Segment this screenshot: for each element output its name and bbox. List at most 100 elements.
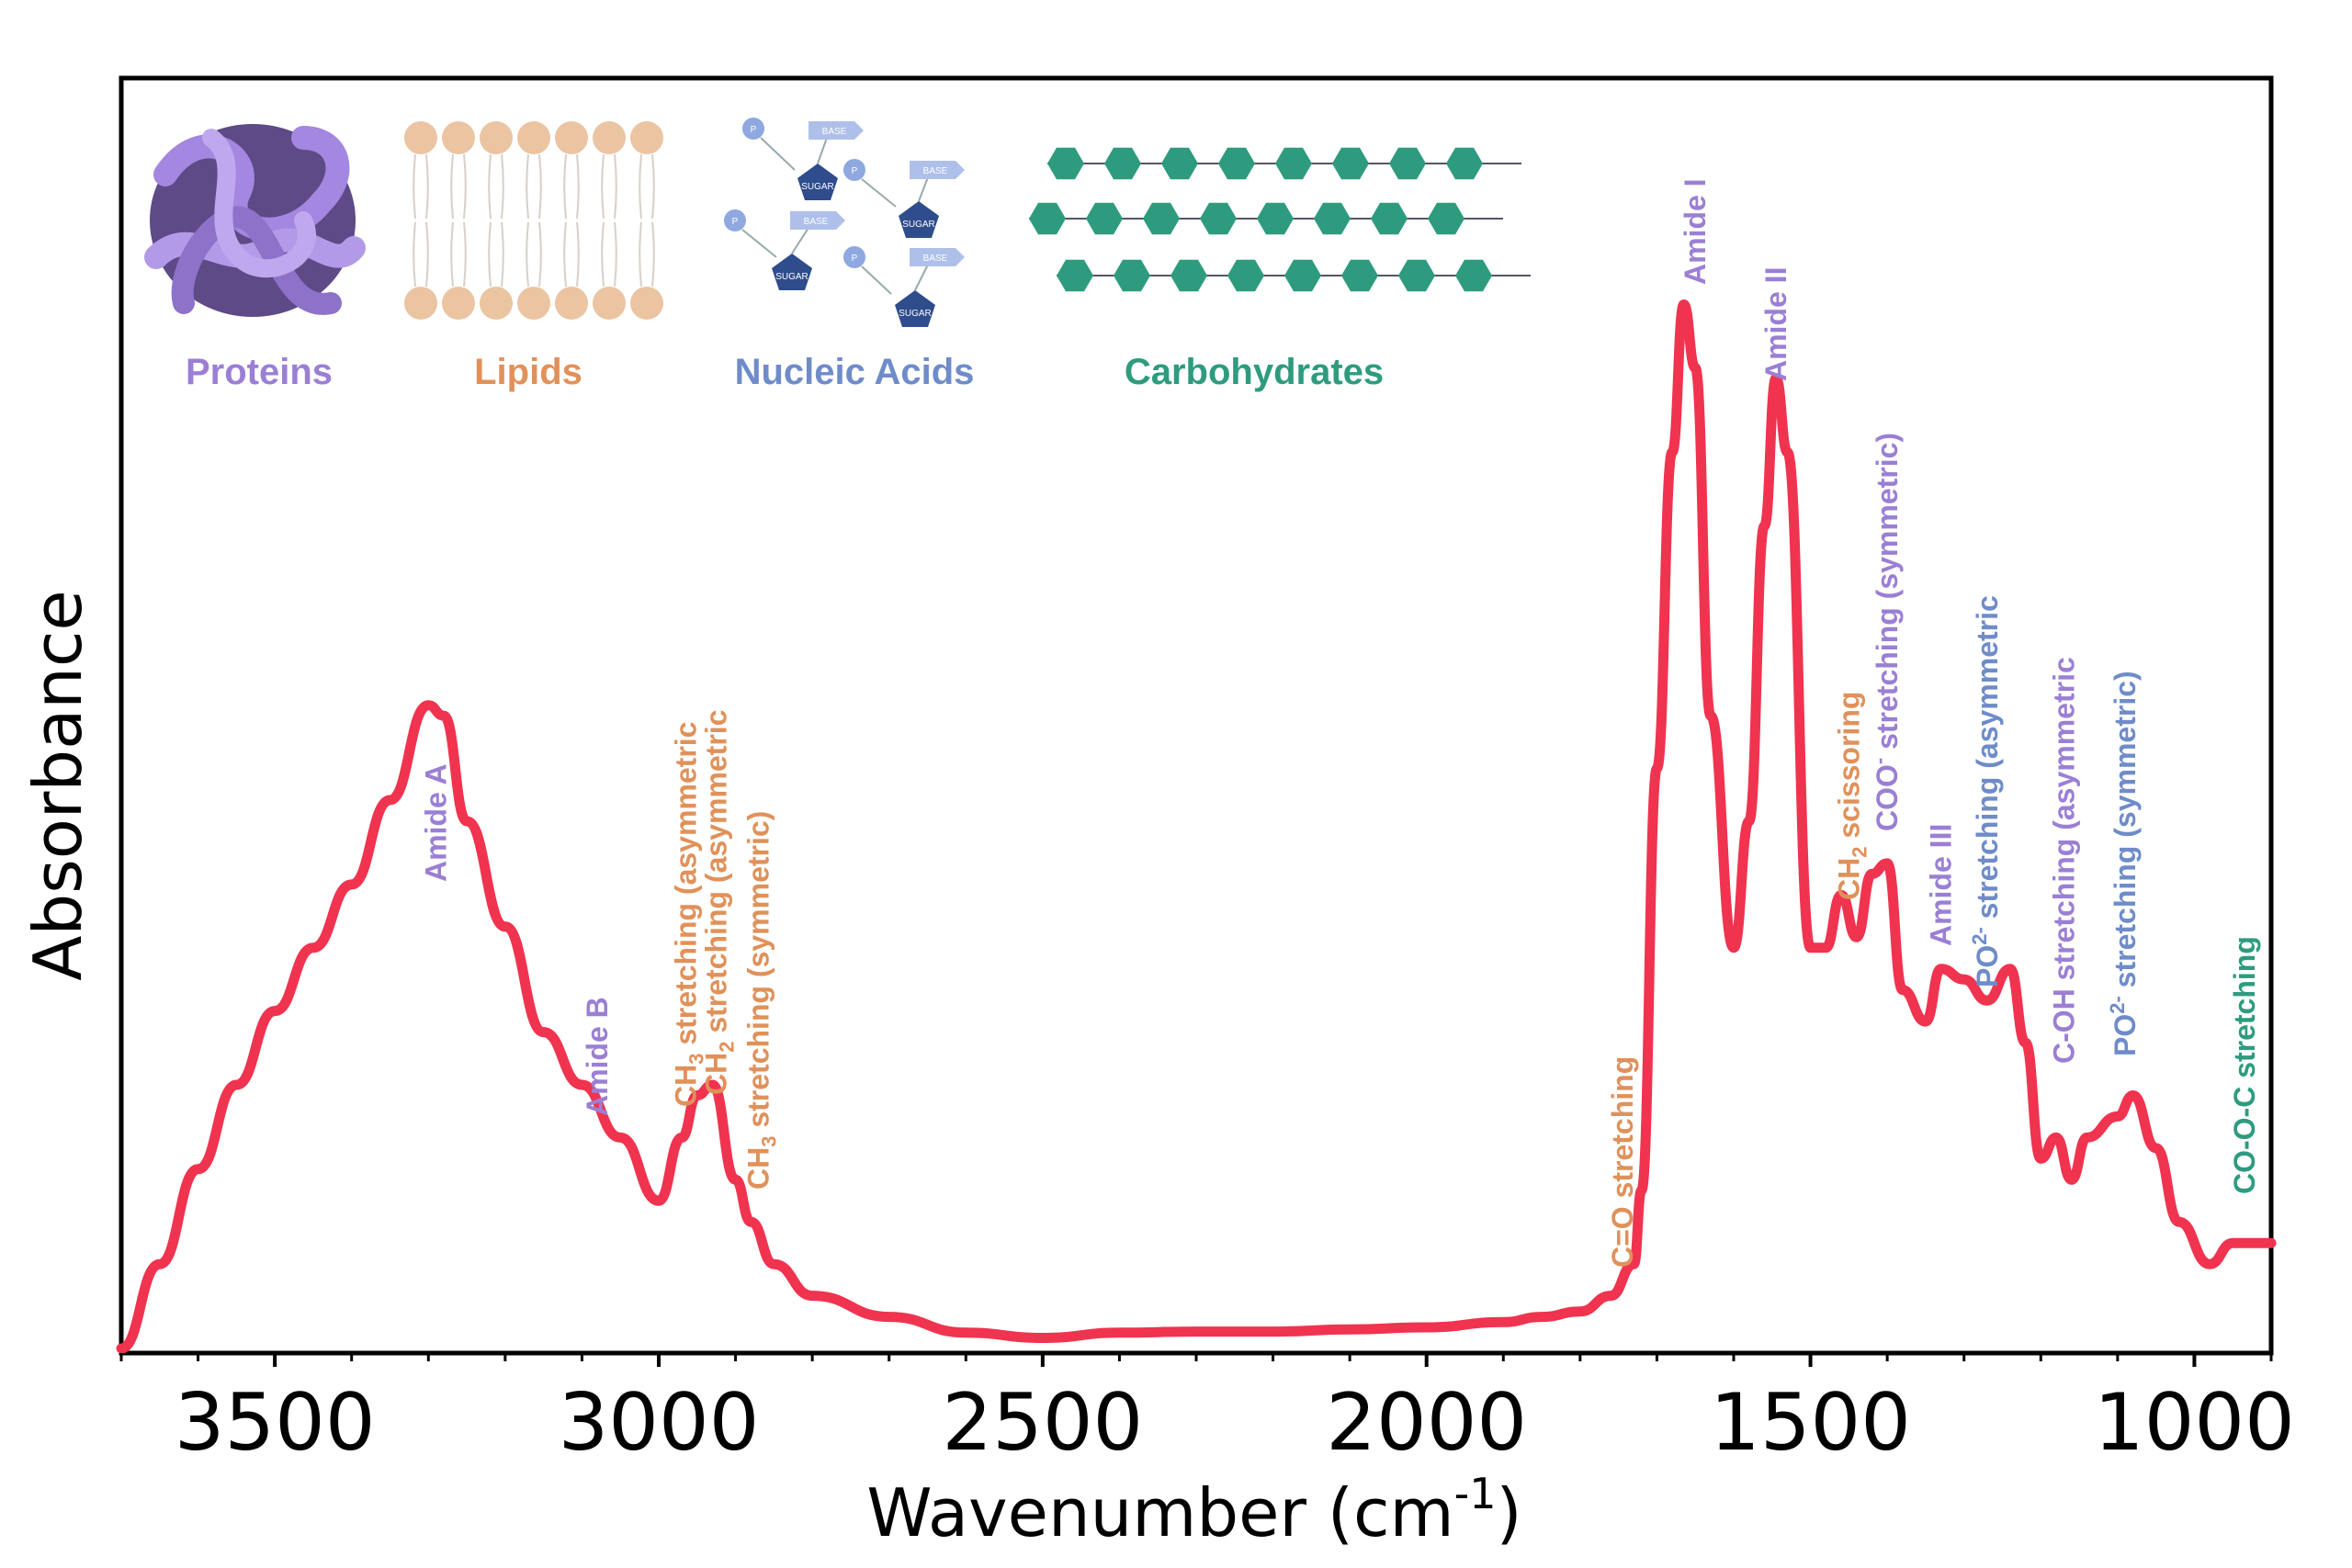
lipid-bilayer-icon — [404, 121, 663, 320]
peak-annotation-label: Amide I — [1679, 178, 1712, 285]
sugar-ring — [1314, 202, 1351, 235]
carbohydrate-chain-icon — [1029, 147, 1531, 292]
x-tick-label: 1000 — [2094, 1377, 2295, 1469]
peak-annotation-label: Amide III — [1925, 824, 1958, 946]
sugar-ring — [1057, 259, 1093, 292]
sugar-ring — [1161, 147, 1198, 180]
lipid-head — [404, 121, 437, 154]
lipid-tail — [614, 153, 617, 220]
peak-annotation-label: CO-O-C stretching — [2228, 936, 2261, 1194]
lipid-head — [480, 287, 513, 320]
lipid-tail — [576, 221, 580, 288]
sugar-ring — [1104, 147, 1141, 180]
lipid-tail — [526, 221, 529, 288]
lipid-tail — [614, 221, 617, 288]
lipid-tail — [563, 153, 567, 220]
x-axis-title-end: ) — [1497, 1474, 1522, 1551]
sugar-ring — [1114, 259, 1150, 292]
sugar-ring — [1200, 202, 1237, 235]
lipid-tail — [425, 153, 429, 220]
lipid-tail — [413, 221, 416, 288]
peak-annotation-label: C=O stretching — [1606, 1056, 1639, 1268]
sugar-ring — [1086, 202, 1123, 235]
sugar-ring — [1275, 147, 1312, 180]
base-label: BASE — [822, 127, 847, 137]
peak-annotation-label: COO- stretching (symmetric) — [1868, 433, 1904, 831]
sugar-ring — [1428, 202, 1464, 235]
sugar-ring — [1398, 259, 1435, 292]
legend-label: Nucleic Acids — [735, 352, 975, 392]
lipid-tail — [413, 153, 416, 220]
y-axis-title: Absorbance — [19, 590, 96, 980]
lipid-tail — [501, 153, 504, 220]
x-axis-title: Wavenumber (cm-1) — [866, 1469, 1521, 1551]
lipid-head — [555, 121, 588, 154]
peak-annotation-label: CH2 scissoring — [1832, 692, 1871, 900]
lipid-tail — [463, 153, 467, 220]
lipid-tail — [450, 221, 454, 288]
x-tick-label: 3000 — [559, 1377, 760, 1469]
sugar-ring — [1029, 202, 1066, 235]
peak-annotation-label: PO2- stretching (symmetric) — [2106, 671, 2142, 1056]
lipid-head — [442, 121, 475, 154]
peak-annotation-label: C-OH stretching (asymmetric — [2047, 657, 2080, 1064]
base-label: BASE — [923, 254, 948, 264]
x-axis-title-superscript: -1 — [1454, 1469, 1497, 1518]
lipid-tail — [601, 153, 605, 220]
sugar-label: SUGAR — [775, 272, 808, 282]
sugar-label: SUGAR — [902, 220, 935, 230]
legend-labels: Proteins Lipids Nucleic Acids Carbohydrates — [186, 352, 1384, 392]
peak-annotation-label: CH2 stretching (asymmetric — [700, 710, 739, 1095]
x-axis-title-main: Wavenumber (cm — [866, 1474, 1453, 1551]
lipid-head — [404, 287, 437, 320]
lipid-head — [480, 121, 513, 154]
nucleic-acid-icon: P SUGAR BASE P SUGAR BASE — [724, 118, 965, 327]
peak-annotation-label: CH3 stretching (symmetric) — [742, 811, 781, 1190]
base-label: BASE — [923, 166, 948, 176]
sugar-ring — [1143, 202, 1180, 235]
phosphate-label: P — [732, 217, 739, 227]
lipid-tail — [651, 153, 655, 220]
sugar-label: SUGAR — [801, 182, 834, 192]
legend-label: Proteins — [186, 352, 333, 392]
lipid-head — [442, 287, 475, 320]
peak-annotation-label: Amide B — [581, 997, 614, 1116]
sugar-ring — [1218, 147, 1255, 180]
x-tick-label: 3500 — [175, 1377, 376, 1469]
lipid-head — [630, 121, 663, 154]
lipid-tail — [450, 153, 454, 220]
sugar-ring — [1332, 147, 1369, 180]
lipid-tail — [501, 221, 504, 288]
sugar-ring — [1371, 202, 1408, 235]
lipid-head — [517, 121, 550, 154]
phosphate-label: P — [852, 254, 858, 264]
legend-label: Lipids — [474, 352, 582, 392]
lipid-tail — [463, 221, 467, 288]
legend-icons: P SUGAR BASE P SUGAR BASE — [144, 118, 1531, 327]
protein-structure-icon — [144, 124, 366, 317]
peak-annotation-label: Amide II — [1759, 267, 1792, 381]
legend-label: Carbohydrates — [1125, 352, 1384, 392]
sugar-ring — [1341, 259, 1378, 292]
lipid-head — [517, 287, 550, 320]
lipid-tail — [651, 221, 655, 288]
phosphate-label: P — [852, 166, 858, 176]
peak-annotation-label: PO2- stretching (asymmetric — [1968, 595, 2004, 987]
lipid-tail — [425, 221, 429, 288]
lipid-head — [593, 121, 626, 154]
lipid-tail — [601, 221, 605, 288]
lipid-tail — [538, 221, 542, 288]
lipid-tail — [639, 221, 642, 288]
sugar-ring — [1047, 147, 1084, 180]
x-tick-label: 2500 — [942, 1377, 1143, 1469]
base-label: BASE — [804, 217, 829, 227]
sugar-ring — [1455, 259, 1492, 292]
lipid-tail — [563, 221, 567, 288]
lipid-head — [630, 287, 663, 320]
lipid-head — [593, 287, 626, 320]
peak-annotations: Amide A Amide B CH3 stretching (asymmetric… — [420, 178, 2261, 1268]
sugar-ring — [1227, 259, 1264, 292]
x-axis-ticks: 3500 3000 2500 2000 1500 1000 — [119, 1353, 2295, 1469]
